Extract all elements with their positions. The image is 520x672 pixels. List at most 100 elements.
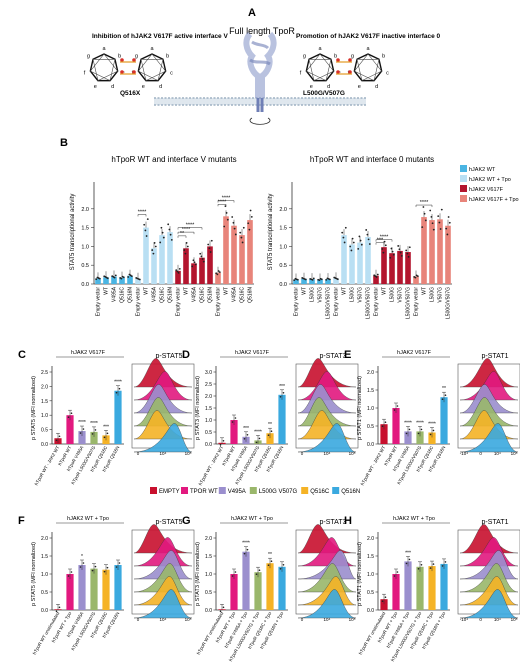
histogram-x-tick: 10⁴ [494, 451, 501, 456]
data-point [381, 600, 384, 602]
data-point [247, 222, 250, 225]
bar [215, 272, 221, 284]
data-point [185, 242, 188, 244]
x-tick-label: Q516N [208, 287, 214, 303]
y-tick-label: 1.5 [279, 226, 287, 232]
histogram-curve [297, 576, 357, 606]
data-point [159, 241, 162, 244]
data-point [328, 278, 331, 281]
data-point [311, 278, 314, 281]
helix-letter: c [386, 70, 389, 76]
data-point [207, 243, 210, 246]
data-point [445, 227, 448, 230]
data-point [250, 215, 253, 218]
data-point [246, 434, 249, 436]
histogram-title: p-STAT3 [320, 353, 347, 360]
histogram-curve [459, 563, 519, 593]
x-tick-label: L500G [390, 287, 396, 302]
legend-swatch [218, 487, 226, 494]
bar [159, 235, 165, 284]
data-point [246, 548, 249, 551]
histogram-curve [459, 550, 519, 580]
bar [95, 278, 101, 284]
significance-label: **** [78, 420, 86, 426]
x-tick-label: L500G/V507G [366, 287, 372, 319]
data-point [438, 221, 441, 224]
significance-label: **** [380, 235, 389, 241]
panel-b: B hTpoR WT and interface V mutants 0.0 0.5… [60, 137, 519, 319]
y-tick-label: 1.5 [41, 399, 48, 405]
data-point [406, 252, 409, 255]
bar [114, 565, 122, 610]
data-point [441, 398, 444, 401]
bar [413, 276, 419, 284]
significance-label: *** [243, 426, 249, 432]
x-tick-label: WT [184, 287, 190, 295]
y-tick-label: 1.0 [41, 413, 48, 419]
x-tick-label: Empty vector [176, 287, 182, 317]
panel-a-left-label: Inhibition of hJAK2 V617F active interfa… [92, 33, 228, 40]
legend-label: EMPTY [159, 489, 180, 495]
y-tick-label: 2.0 [81, 207, 89, 213]
significance-label: **** [404, 420, 412, 426]
data-point [393, 575, 396, 577]
bar [207, 246, 213, 284]
histogram-x-tick: 10⁵ [349, 617, 356, 622]
tpor-structure [243, 31, 277, 125]
legend-label: V495A [228, 489, 246, 495]
bar [183, 248, 189, 284]
bar [349, 244, 355, 284]
x-tick-label: V495A [152, 286, 158, 302]
y-tick-label: 0.0 [81, 282, 89, 288]
data-point [58, 606, 61, 609]
data-point [279, 396, 282, 398]
histogram-title: p-STAT1 [482, 519, 509, 526]
y-tick-label: 0.0 [279, 282, 287, 288]
significance-bracket [375, 239, 393, 242]
data-point [270, 430, 273, 433]
significance-bracket [375, 242, 385, 245]
helix-ring [353, 53, 383, 82]
bar [392, 574, 400, 610]
bar [230, 420, 238, 444]
bar [357, 242, 363, 284]
y-tick-label: 2.5 [205, 382, 212, 388]
data-point [366, 233, 369, 236]
data-point [222, 606, 225, 609]
data-point [113, 276, 116, 279]
data-point [390, 247, 393, 250]
legend-swatch [249, 487, 257, 494]
panel-b-letter: B [60, 137, 68, 149]
significance-label: **** [182, 227, 191, 233]
data-point [296, 278, 299, 281]
data-point [392, 253, 395, 256]
y-axis-label: p STAT5 (MFI normalized) [31, 542, 37, 606]
data-point [357, 247, 360, 250]
bar [90, 431, 98, 444]
bar [111, 276, 117, 284]
data-point [343, 241, 346, 244]
bar [429, 220, 435, 284]
y-tick-label: 1.0 [205, 418, 212, 424]
data-point [130, 275, 133, 278]
data-point [408, 428, 411, 431]
data-point [424, 219, 427, 222]
significance-label: *** [103, 424, 109, 430]
y-tick-label: 0.5 [81, 263, 89, 269]
chart-title: hJAK2 WT + Tpo [67, 516, 109, 522]
bar [416, 431, 424, 444]
y-tick-label: 0.0 [205, 442, 212, 448]
bar [114, 390, 122, 444]
legend-swatch [301, 487, 309, 494]
y-tick-label: 2.0 [367, 536, 374, 542]
significance-label: **** [90, 421, 98, 427]
data-point [448, 221, 451, 224]
significance-label: ** [268, 552, 272, 558]
histogram-x-tick: 10⁴ [160, 617, 167, 622]
bar [309, 279, 315, 284]
legend-swatch [150, 487, 157, 494]
x-tick-label: WT [104, 287, 110, 295]
data-point [420, 428, 423, 431]
data-point [384, 596, 387, 598]
y-axis-label: STAT5 transcriptional activity [70, 194, 76, 271]
